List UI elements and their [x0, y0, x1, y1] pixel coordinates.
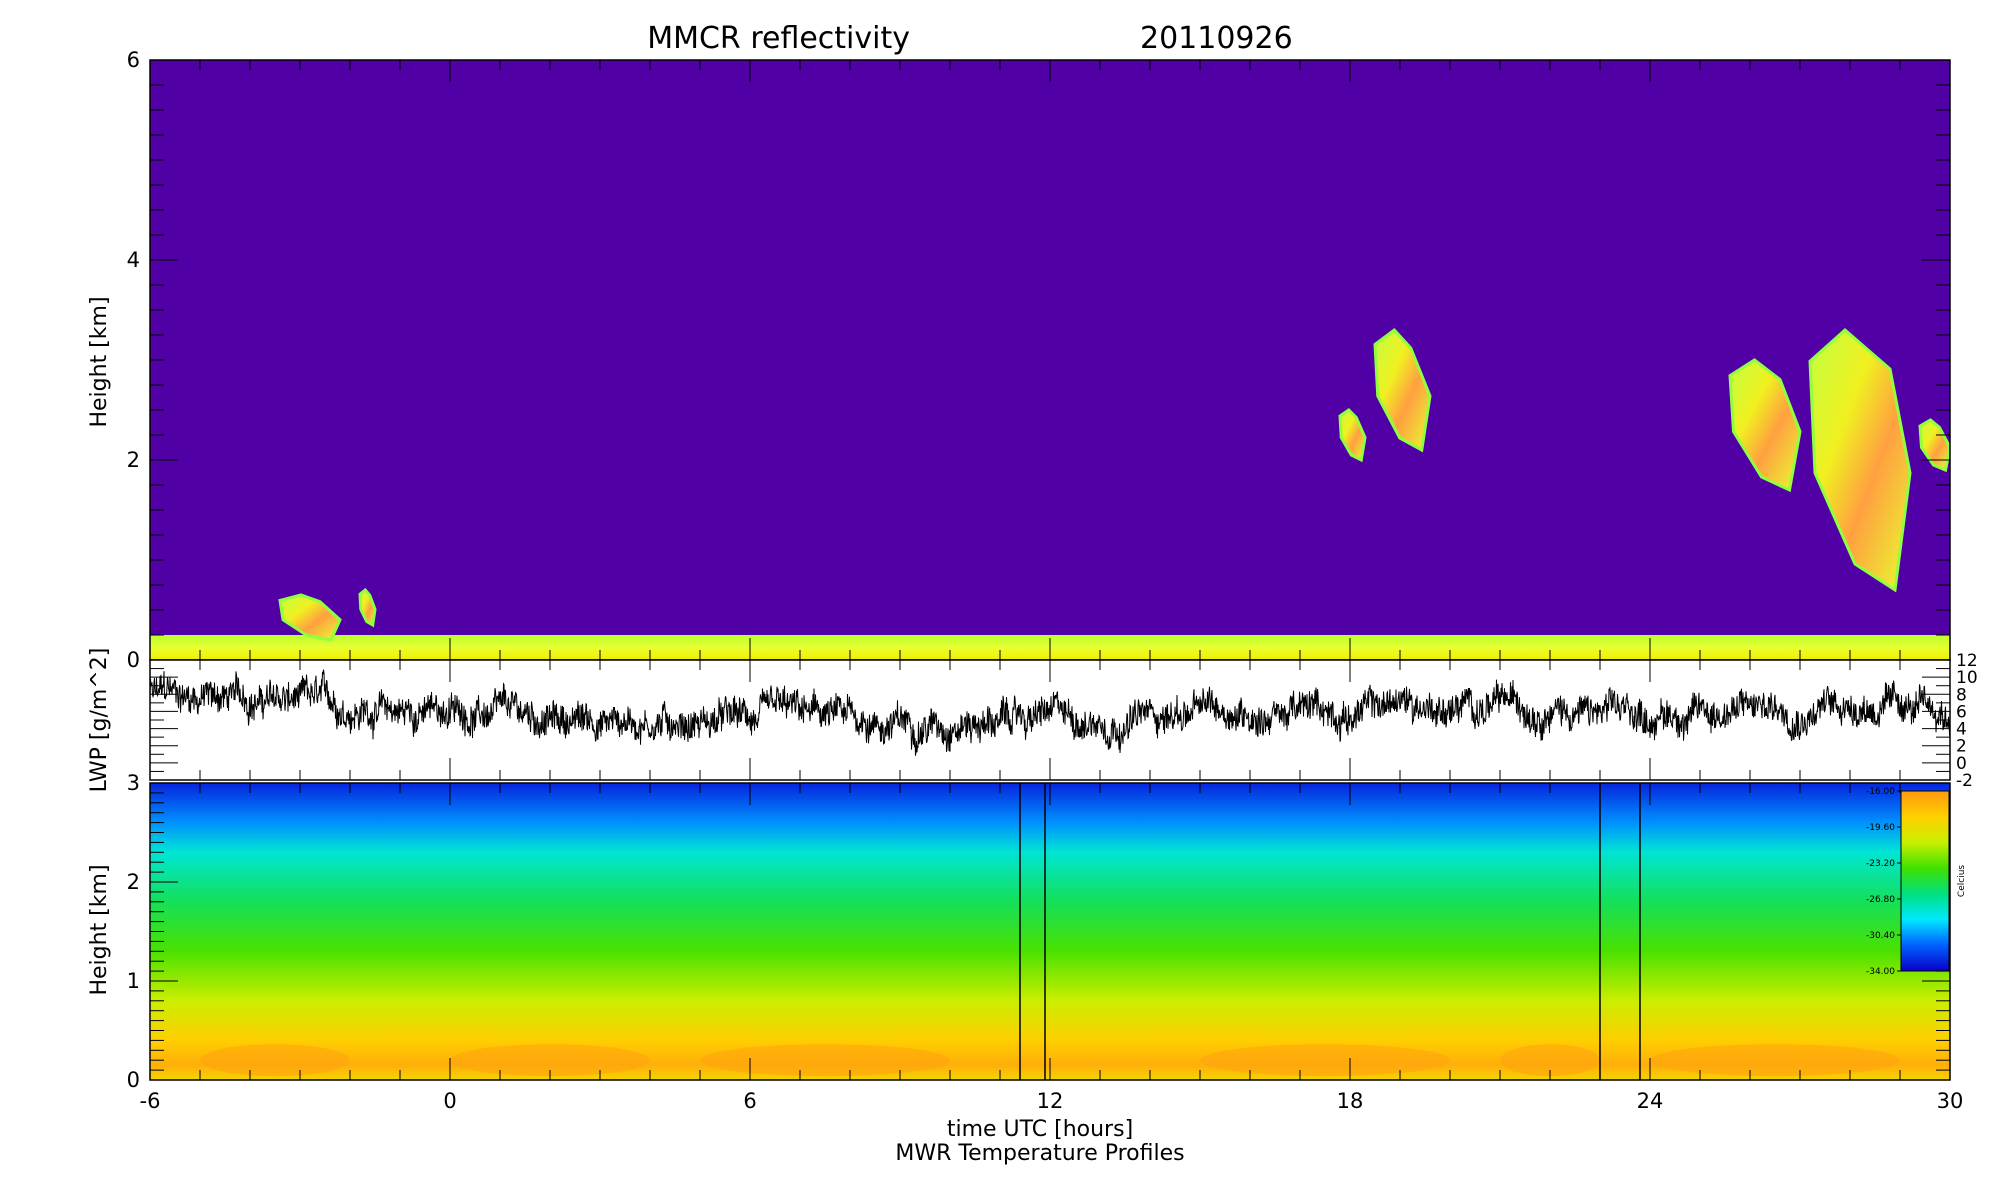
lwp-ytick-label: 10	[1956, 668, 1978, 688]
colorbar: -16.00 -19.60 -23.20 -26.80 -30.40 -34.00 Cel…	[1866, 787, 1967, 977]
colorbar-tick-label: -16.00	[1866, 787, 1895, 797]
lwp-ytick-label: 4	[1956, 720, 1967, 740]
lwp-ytick-label: 2	[1956, 737, 1967, 757]
colorbar-tick-label: -26.80	[1866, 895, 1895, 905]
cloud-echo-3	[1338, 408, 1367, 463]
cloud-echo-1	[278, 593, 342, 642]
temperature-caption: MWR Temperature Profiles	[895, 1141, 1184, 1166]
warm-surface-layer-4	[1200, 1044, 1450, 1077]
temperature-ytick-label: 0	[127, 1068, 140, 1092]
reflectivity-ylabel: Height [km]	[87, 296, 112, 427]
temperature-field	[150, 783, 1950, 1080]
temperature-ytick-label: 2	[127, 870, 140, 894]
reflectivity-ytick-label: 0	[127, 648, 140, 672]
cloud-echo-2	[358, 587, 377, 628]
warm-surface-layer-3	[700, 1044, 950, 1077]
colorbar-tick-label: -19.60	[1866, 823, 1895, 833]
reflectivity-ytick-label: 4	[127, 248, 140, 272]
x-tick-label: 18	[1337, 1089, 1364, 1113]
x-axis-label: time UTC [hours]	[947, 1117, 1133, 1142]
chart-date: 20110926	[1140, 21, 1293, 56]
temperature-ytick-label: 3	[127, 771, 140, 795]
colorbar-tick-label: -23.20	[1866, 859, 1895, 869]
lwp-ytick-label: 6	[1956, 702, 1967, 722]
warm-surface-layer-6	[1650, 1044, 1900, 1077]
x-tick-label: 24	[1637, 1089, 1664, 1113]
colorbar-gradient	[1900, 790, 1950, 972]
reflectivity-background	[150, 60, 1950, 660]
reflectivity-ytick-label: 2	[127, 448, 140, 472]
warm-surface-layer-2	[450, 1044, 650, 1077]
x-tick-label: 6	[743, 1089, 756, 1113]
lwp-ytick-label: 12	[1956, 651, 1978, 671]
warm-surface-layer-1	[200, 1044, 350, 1077]
reflectivity-ytick-label: 6	[127, 48, 140, 72]
x-tick-label: 12	[1037, 1089, 1064, 1113]
chart-title: MMCR reflectivity	[647, 21, 910, 56]
temperature-ytick-label: 1	[127, 969, 140, 993]
colorbar-tick-label: -30.40	[1866, 931, 1895, 941]
warm-surface-layer-5	[1500, 1044, 1600, 1077]
x-tick-label: -6	[140, 1089, 161, 1113]
cloud-echo-7	[1918, 418, 1950, 473]
lwp-ytick-label: -2	[1956, 771, 1973, 791]
cloud-echo-4	[1373, 327, 1432, 453]
temperature-ylabel: Height [km]	[87, 864, 112, 995]
x-tick-label: 0	[443, 1089, 456, 1113]
lwp-ylabel: LWP [g/m^2]	[87, 648, 112, 793]
x-tick-label: 30	[1937, 1089, 1964, 1113]
cloud-echo-6	[1808, 328, 1912, 593]
lwp-series-line	[150, 669, 1950, 756]
cloud-echo-5	[1728, 358, 1802, 493]
colorbar-unit: Celcius	[1957, 865, 1967, 897]
lwp-ytick-label: 8	[1956, 685, 1967, 705]
colorbar-tick-label: -34.00	[1866, 967, 1895, 977]
reflectivity-panel: 0 2 4 6 Height [km]	[87, 48, 1951, 672]
colorbar-ticks: -16.00 -19.60 -23.20 -26.80 -30.40 -34.00	[1866, 787, 1901, 977]
reflectivity-ticks: 0 2 4 6	[127, 48, 1951, 672]
lwp-ytick-label: 0	[1956, 754, 1967, 774]
